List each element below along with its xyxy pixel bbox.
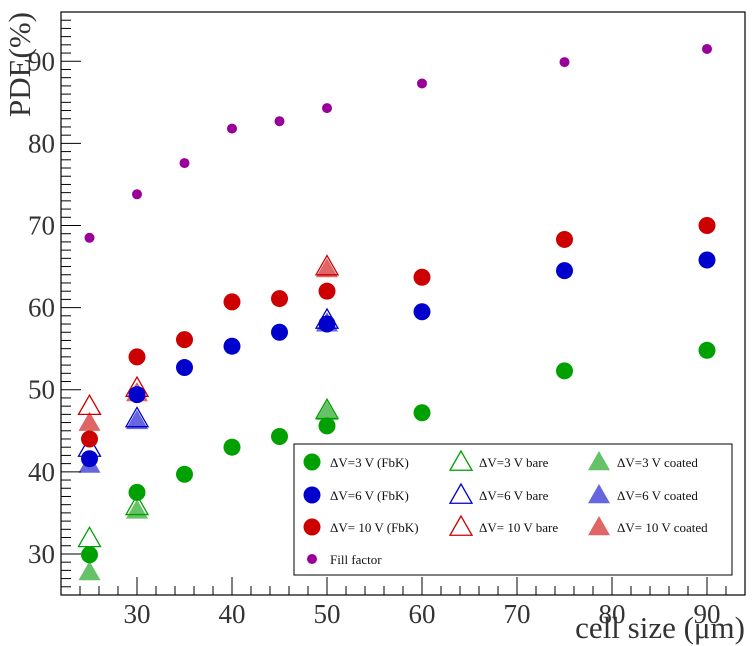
plot-area bbox=[77, 43, 716, 581]
data-point-series-1 bbox=[698, 251, 716, 269]
y-tick-label: 60 bbox=[28, 293, 55, 323]
x-tick-label: 50 bbox=[314, 599, 341, 629]
data-point-series-2 bbox=[81, 430, 98, 448]
data-point-series-1 bbox=[556, 262, 573, 280]
data-point-series-1 bbox=[128, 386, 146, 404]
y-tick-label: 90 bbox=[28, 46, 55, 76]
legend-marker bbox=[303, 453, 321, 471]
y-tick-label: 80 bbox=[28, 128, 55, 158]
data-point-series-2 bbox=[698, 216, 716, 234]
legend-entry-label: ΔV=6 V (FbK) bbox=[330, 488, 409, 503]
data-point-series-6 bbox=[77, 393, 102, 416]
data-point-series-0 bbox=[128, 483, 146, 501]
legend-entry-label: ΔV=3 V (FbK) bbox=[330, 455, 409, 470]
data-point-series-2 bbox=[223, 293, 241, 311]
legend-box bbox=[293, 443, 733, 576]
x-axis-label: cell size (μm) bbox=[575, 610, 745, 645]
data-point-series-0 bbox=[413, 404, 431, 422]
data-point-series-0 bbox=[176, 465, 193, 483]
x-tick-label: 80 bbox=[599, 599, 626, 629]
legend-entry-label: ΔV=3 V bare bbox=[479, 455, 549, 470]
data-point-series-2 bbox=[413, 268, 431, 286]
legend-entry-label: ΔV= 10 V coated bbox=[617, 520, 708, 535]
data-point-series-3 bbox=[559, 57, 570, 68]
x-tick-label: 90 bbox=[694, 599, 721, 629]
x-tick-label: 70 bbox=[504, 599, 531, 629]
legend-marker bbox=[307, 554, 317, 564]
legend-marker bbox=[588, 451, 610, 471]
data-point-series-3 bbox=[132, 189, 142, 200]
legend-marker bbox=[448, 482, 474, 504]
data-point-series-6 bbox=[314, 254, 340, 276]
data-point-series-3 bbox=[227, 123, 237, 134]
data-point-series-7 bbox=[78, 561, 101, 581]
data-point-series-8 bbox=[126, 409, 148, 430]
data-point-series-0 bbox=[698, 341, 716, 359]
data-point-series-7 bbox=[316, 400, 338, 421]
data-point-series-0 bbox=[223, 438, 241, 456]
data-point-series-2 bbox=[556, 230, 573, 248]
legend-marker bbox=[303, 486, 321, 504]
legend-marker bbox=[588, 516, 610, 536]
data-point-series-1 bbox=[271, 323, 288, 341]
data-point-series-3 bbox=[274, 116, 285, 127]
data-point-series-1 bbox=[413, 303, 431, 321]
data-point-series-1 bbox=[81, 450, 98, 468]
axes: 30 40 50 60 70 80 90 30 40 50 60 70 80 90 bbox=[28, 11, 746, 629]
x-tick-label: 30 bbox=[124, 599, 151, 629]
legend-marker bbox=[588, 484, 610, 504]
data-point-series-9 bbox=[78, 411, 101, 431]
legend-marker bbox=[448, 514, 474, 536]
legend-entry-label: ΔV= 10 V (FbK) bbox=[330, 520, 419, 535]
legend-entry-label: ΔV= 10 V bare bbox=[479, 520, 558, 535]
data-point-series-3 bbox=[322, 103, 332, 114]
legend-entry-label: ΔV=3 V coated bbox=[617, 455, 698, 470]
legend-entry-label: Fill factor bbox=[330, 552, 382, 567]
data-point-series-3 bbox=[702, 43, 712, 54]
data-point-series-2 bbox=[176, 331, 193, 349]
y-tick-label: 30 bbox=[28, 539, 55, 569]
data-point-series-7 bbox=[126, 499, 148, 519]
data-point-series-0 bbox=[318, 417, 336, 435]
data-point-series-0 bbox=[556, 362, 573, 380]
data-point-series-2 bbox=[318, 282, 336, 300]
legend: ΔV=3 V (FbK) ΔV=6 V (FbK) ΔV= 10 V (FbK) Fi… bbox=[293, 443, 733, 576]
data-point-series-3 bbox=[84, 232, 95, 243]
data-point-series-0 bbox=[81, 546, 98, 564]
data-point-series-2 bbox=[271, 290, 288, 308]
data-point-series-2 bbox=[128, 348, 146, 366]
legend-entry-label: ΔV=6 V coated bbox=[617, 488, 698, 503]
data-point-series-4 bbox=[124, 494, 150, 516]
data-point-series-4 bbox=[77, 526, 102, 548]
data-point-series-0 bbox=[271, 428, 288, 446]
x-tick-label: 60 bbox=[409, 599, 436, 629]
legend-marker bbox=[303, 518, 321, 536]
y-tick-label: 50 bbox=[28, 375, 55, 405]
data-point-series-1 bbox=[176, 359, 193, 377]
data-point-series-1 bbox=[223, 337, 241, 355]
data-point-series-3 bbox=[417, 78, 427, 89]
data-point-series-1 bbox=[318, 315, 336, 333]
y-tick-label: 40 bbox=[28, 457, 55, 487]
legend-entry-label: ΔV=6 V bare bbox=[479, 488, 549, 503]
y-tick-label: 70 bbox=[28, 210, 55, 240]
data-point-series-9 bbox=[316, 258, 338, 278]
data-point-series-3 bbox=[179, 158, 190, 169]
y-axis-label: PDE(%) bbox=[2, 12, 37, 117]
x-tick-label: 40 bbox=[219, 599, 246, 629]
legend-marker bbox=[448, 449, 474, 471]
data-point-series-5 bbox=[124, 406, 150, 428]
